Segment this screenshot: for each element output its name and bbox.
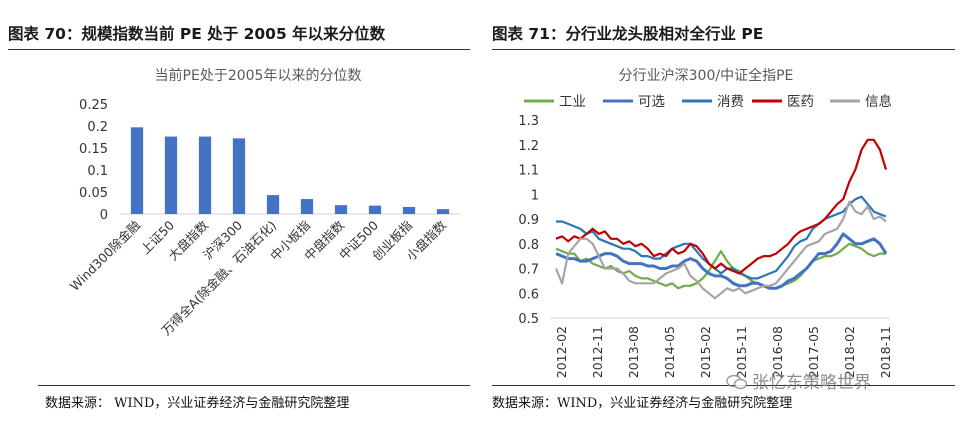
bar-x-label: Wind300除金融 bbox=[67, 217, 144, 294]
bar bbox=[232, 138, 246, 214]
bar-y-tick: 0.25 bbox=[79, 98, 108, 113]
line-y-tick: 0.6 bbox=[518, 287, 539, 302]
legend-label: 可选 bbox=[638, 94, 666, 110]
line-x-tick: 2015-02 bbox=[698, 326, 713, 378]
right-figure-title: 图表 71：分行业龙头股相对全行业 PE bbox=[492, 25, 764, 43]
bar bbox=[266, 195, 280, 214]
line-chart: 分行业沪深300/中证全指PE 工业 可选 消费 医药 信息 0.5 0.6 0.7 0.8 0… bbox=[518, 67, 893, 378]
bar-y-tick: 0 bbox=[100, 208, 108, 223]
series-line bbox=[554, 200, 887, 300]
right-source-rule bbox=[492, 385, 955, 386]
wechat-icon bbox=[726, 374, 748, 390]
line-x-tick: 2013-08 bbox=[626, 326, 641, 378]
line-y-tick: 1.3 bbox=[518, 114, 539, 129]
left-source: 数据来源： WIND，兴业证券经济与金融研究院整理 bbox=[45, 396, 350, 411]
watermark-text: 张忆东策略世界 bbox=[752, 373, 871, 393]
line-x-tick: 2012-11 bbox=[590, 326, 605, 378]
legend-label: 医药 bbox=[787, 94, 814, 110]
line-x-tick: 2014-05 bbox=[662, 326, 677, 378]
right-title-rule bbox=[492, 49, 955, 50]
bar bbox=[164, 136, 178, 214]
line-y-tick: 0.8 bbox=[518, 238, 539, 253]
bar bbox=[368, 205, 382, 214]
series-line bbox=[555, 242, 886, 290]
line-y-tick: 1.2 bbox=[518, 139, 539, 154]
legend-label: 工业 bbox=[559, 94, 586, 110]
series-line bbox=[555, 232, 888, 290]
left-title-rule bbox=[8, 49, 470, 50]
bar-chart: 当前PE处于2005年以来的分位数 0 0.05 0.1 0.15 0.2 0.25 Wi… bbox=[67, 67, 460, 338]
bar bbox=[300, 199, 314, 214]
bar-y-tick: 0.2 bbox=[87, 120, 108, 135]
bar bbox=[130, 127, 144, 214]
line-x-tick: 2016-08 bbox=[770, 326, 785, 378]
bar-y-tick: 0.05 bbox=[79, 186, 108, 201]
line-x-tick: 2018-02 bbox=[842, 326, 857, 378]
line-x-tick: 2018-11 bbox=[878, 326, 893, 378]
watermark: 张忆东策略世界 bbox=[726, 368, 871, 393]
line-y-tick: 0.7 bbox=[518, 263, 539, 278]
bar bbox=[436, 209, 450, 214]
series-line bbox=[555, 138, 888, 275]
line-y-tick: 0.9 bbox=[518, 213, 539, 228]
left-figure-title: 图表 70：规模指数当前 PE 处于 2005 年以来分位数 bbox=[8, 25, 386, 43]
bar-chart-title: 当前PE处于2005年以来的分位数 bbox=[155, 67, 362, 84]
line-chart-title: 分行业沪深300/中证全指PE bbox=[619, 67, 794, 84]
bar bbox=[334, 205, 348, 214]
line-y-tick: 0.5 bbox=[518, 312, 539, 327]
bar-y-tick: 0.1 bbox=[87, 164, 108, 179]
right-source: 数据来源：WIND，兴业证券经济与金融研究院整理 bbox=[492, 396, 793, 411]
line-y-tick: 1 bbox=[531, 188, 539, 203]
series-line bbox=[556, 195, 887, 280]
legend-label: 消费 bbox=[717, 94, 744, 110]
bar bbox=[198, 136, 212, 214]
line-x-tick: 2015-11 bbox=[734, 326, 749, 378]
line-x-tick: 2012-02 bbox=[554, 326, 569, 378]
line-x-tick: 2017-05 bbox=[806, 326, 821, 378]
left-source-rule bbox=[38, 385, 470, 386]
bar bbox=[402, 206, 416, 214]
legend-label: 信息 bbox=[865, 93, 892, 110]
line-y-tick: 1.1 bbox=[518, 164, 539, 179]
bar-y-tick: 0.15 bbox=[79, 142, 108, 157]
